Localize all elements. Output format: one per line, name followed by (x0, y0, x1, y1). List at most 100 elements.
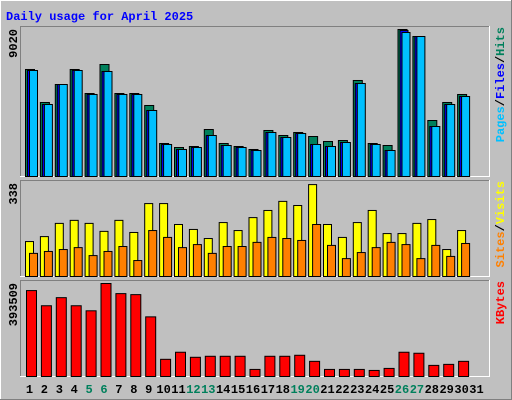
bar (26, 290, 37, 377)
bar (234, 355, 246, 378)
bar (163, 143, 173, 177)
bar (428, 364, 440, 377)
bar (401, 31, 411, 177)
y-tick-label: 393509 (7, 283, 21, 326)
bar (368, 369, 380, 378)
legend-entry: Visits (494, 181, 508, 224)
bar (309, 360, 321, 378)
bar (431, 244, 441, 277)
bar (446, 255, 456, 278)
bar (431, 126, 441, 177)
x-tick-label: 15 (231, 383, 245, 397)
panel (20, 280, 490, 377)
bar (55, 297, 67, 378)
bar (282, 238, 292, 277)
bar (386, 150, 396, 178)
bar (353, 368, 365, 378)
x-tick-label: 17 (261, 383, 275, 397)
bar (58, 249, 68, 278)
bar (207, 252, 217, 277)
bar (252, 241, 262, 277)
bar (252, 150, 262, 178)
panel-shadow (20, 180, 490, 277)
x-tick-label: 20 (305, 383, 319, 397)
x-tick-label: 30 (454, 383, 468, 397)
x-tick-label: 12 (186, 383, 200, 397)
bar (371, 247, 381, 277)
bar (148, 230, 158, 277)
x-tick-label: 27 (410, 383, 424, 397)
legend-entry: Hits (494, 27, 508, 56)
x-tick-label: 23 (350, 383, 364, 397)
x-tick-label: 9 (145, 383, 152, 397)
bar (118, 93, 128, 177)
x-tick-label: 14 (216, 383, 230, 397)
legend-entry: KBytes (494, 281, 508, 324)
bar (43, 103, 53, 177)
legend-entry: Files (494, 63, 508, 99)
bar (312, 223, 322, 277)
bar (88, 93, 98, 177)
bar (386, 241, 396, 277)
bar (264, 355, 276, 378)
bar (103, 250, 113, 277)
x-tick-label: 24 (365, 383, 379, 397)
x-tick-label: 1 (26, 383, 33, 397)
bar (118, 246, 128, 278)
bar (103, 70, 113, 177)
panel-shadow (20, 280, 490, 377)
bar (178, 148, 187, 178)
bar (222, 246, 232, 278)
bar (416, 36, 426, 177)
bar (237, 147, 247, 178)
x-tick-label: 28 (425, 383, 439, 397)
bar (267, 131, 277, 178)
x-tick-label: 31 (469, 383, 483, 397)
bar (133, 260, 143, 277)
bar (73, 247, 83, 277)
bar (148, 109, 158, 177)
bar (204, 355, 216, 378)
bar (175, 351, 186, 377)
bar (401, 244, 411, 277)
y-tick-label: 338 (7, 183, 21, 205)
bar (341, 142, 351, 177)
bar (237, 246, 247, 278)
x-tick-label: 3 (56, 383, 63, 397)
bar (207, 134, 217, 177)
bar (58, 84, 68, 177)
bar (70, 305, 82, 377)
bar (192, 244, 202, 277)
x-tick-label: 5 (85, 383, 92, 397)
bar (324, 368, 335, 378)
bar (356, 252, 366, 278)
bar (413, 352, 425, 377)
bar (100, 283, 112, 377)
bar (130, 294, 142, 377)
bar (461, 95, 471, 177)
legend: Sites/Visits (494, 181, 508, 267)
bar (338, 368, 350, 378)
legend-separator: / (494, 56, 508, 63)
x-tick-label: 13 (201, 383, 215, 397)
bar (163, 236, 173, 278)
x-tick-label: 25 (380, 383, 394, 397)
bar (219, 355, 231, 378)
legend-separator: / (494, 99, 508, 106)
bar (29, 70, 38, 177)
x-tick-label: 8 (130, 383, 137, 397)
bar (294, 354, 306, 378)
bar (341, 258, 351, 278)
bar (297, 239, 307, 278)
bar (222, 145, 232, 178)
legend: Pages/Files/Hits (494, 27, 508, 142)
legend-entry: Sites (494, 231, 508, 267)
x-tick-label: 21 (320, 383, 334, 397)
legend-entry: Pages (494, 106, 508, 142)
bar (249, 368, 261, 378)
bar (145, 316, 157, 378)
bar (282, 137, 292, 177)
x-tick-label: 4 (71, 383, 78, 397)
